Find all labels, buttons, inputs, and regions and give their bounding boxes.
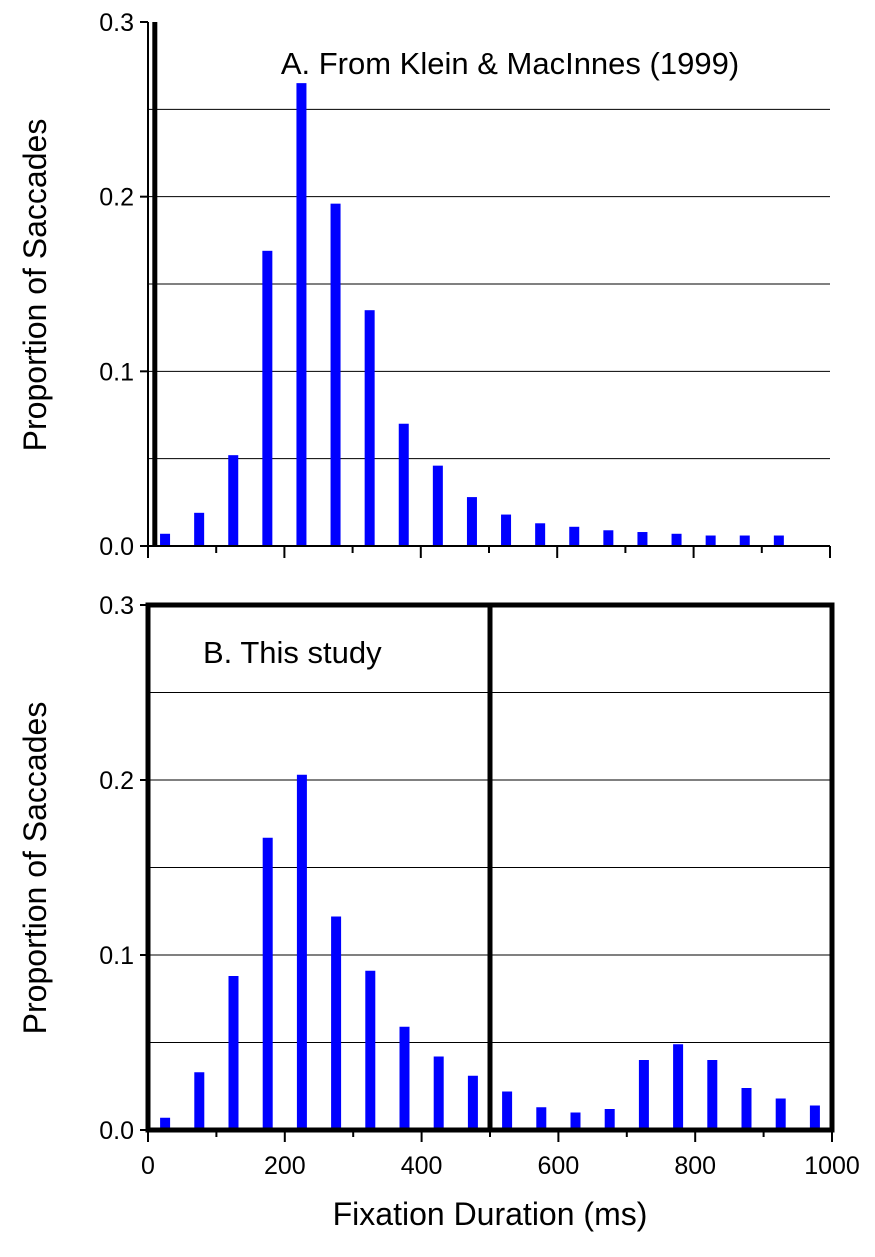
- panel-b-title: B. This study: [203, 635, 382, 670]
- panel-b-x-tick-label: 0: [141, 1152, 155, 1180]
- panel-b-y-tick-label: 0.0: [99, 1117, 134, 1145]
- panel-a-bar: [501, 514, 512, 546]
- panel-a-bar: [398, 423, 409, 546]
- panel-a-y-tick-label: 0.0: [99, 533, 134, 561]
- x-axis-title: Fixation Duration (ms): [333, 1196, 648, 1232]
- panel-b-y-tick-label: 0.3: [99, 592, 134, 620]
- panel-b-x-tick-label: 600: [538, 1152, 580, 1180]
- panel-a-bar: [535, 523, 546, 546]
- panel-b-y-tick-label: 0.2: [99, 767, 134, 795]
- panel-b-bar: [809, 1105, 820, 1130]
- panel-b-chart: 0.0 0.1 0.2 0.3 0 200 400 600 800 1000 B. This stu…: [17, 592, 860, 1180]
- panel-a-bar: [739, 535, 750, 546]
- panel-b-bar: [296, 774, 307, 1130]
- panel-b-bar: [570, 1112, 581, 1130]
- panel-b-bar: [707, 1060, 718, 1130]
- panel-a-bar: [228, 455, 239, 546]
- panel-b-y-tick-label: 0.1: [99, 942, 134, 970]
- panel-b-x-tick-label: 200: [264, 1152, 306, 1180]
- panel-b-bar: [433, 1056, 444, 1130]
- panel-b-bar: [228, 976, 239, 1130]
- panel-a-bar: [466, 497, 477, 546]
- panel-b-x-tick-label: 400: [401, 1152, 443, 1180]
- panel-b-y-axis-title: Proportion of Saccades: [17, 702, 53, 1035]
- panel-b-bar: [775, 1098, 786, 1130]
- panel-a-bar: [637, 532, 648, 546]
- panel-a-bar: [432, 465, 443, 546]
- panel-a-bar: [296, 83, 307, 546]
- panel-a-bar: [671, 533, 682, 546]
- panel-a-chart: 0.0 0.1 0.2 0.3 A. From Klein & MacInnes (19…: [17, 9, 831, 561]
- panel-b-x-tick-label: 1000: [804, 1152, 860, 1180]
- panel-a-bar: [603, 530, 614, 546]
- panel-b-bar: [673, 1044, 684, 1130]
- panel-b-bar: [638, 1060, 649, 1130]
- panel-b-bar: [331, 916, 342, 1130]
- panel-a-y-tick-label: 0.3: [99, 9, 134, 37]
- panel-b-bar: [536, 1107, 547, 1130]
- panel-b-bar: [604, 1109, 615, 1130]
- panel-b-bar: [741, 1088, 752, 1130]
- panel-b-bar: [160, 1117, 171, 1130]
- panel-b-bar: [365, 970, 376, 1130]
- panel-b-x-tick-label: 800: [674, 1152, 716, 1180]
- panel-a-bar: [194, 512, 205, 546]
- panel-a-y-axis-title: Proportion of Saccades: [17, 119, 53, 452]
- panel-a-title: A. From Klein & MacInnes (1999): [281, 46, 739, 81]
- panel-b-bar: [467, 1075, 478, 1130]
- panel-a-bar: [705, 535, 716, 546]
- panel-a-bar: [364, 310, 375, 546]
- panel-a-y-tick-label: 0.1: [99, 358, 134, 386]
- panel-a-y-tick-label: 0.2: [99, 184, 134, 212]
- panel-a-bar: [262, 250, 273, 546]
- panel-b-bar: [399, 1026, 410, 1130]
- panel-a-bar: [569, 526, 580, 546]
- panel-b-bar: [194, 1072, 205, 1130]
- panel-a-bar: [773, 535, 784, 546]
- panel-b-bar: [262, 837, 273, 1130]
- panel-a-bar: [160, 533, 171, 546]
- panel-b-bar: [502, 1091, 513, 1130]
- panel-a-bar: [330, 203, 341, 547]
